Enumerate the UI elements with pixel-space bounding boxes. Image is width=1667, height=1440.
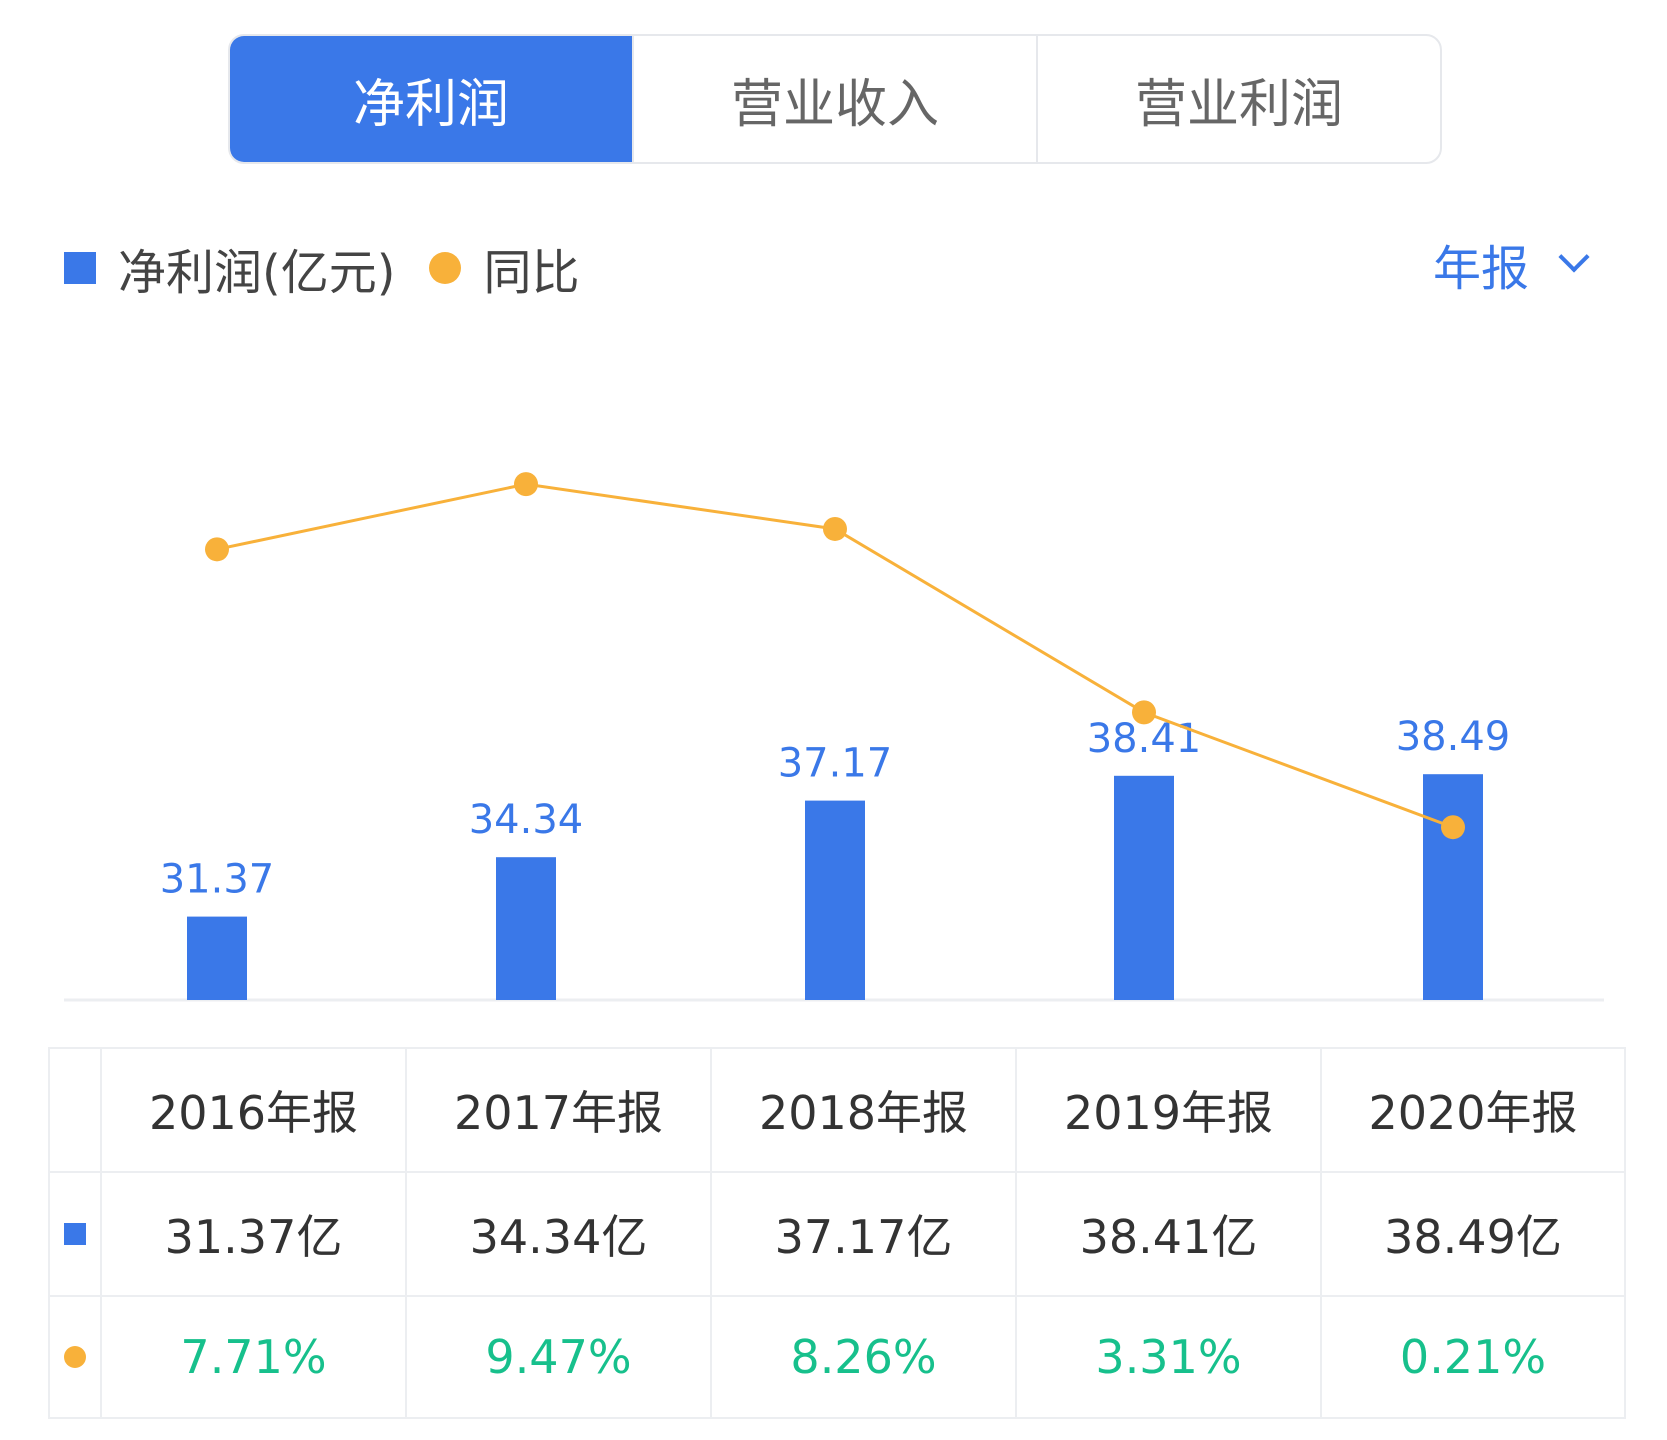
chevron-down-icon [1558,241,1590,273]
bar-value-label: 34.34 [469,797,584,843]
bar-value-label: 31.37 [160,857,275,903]
legend-label-net-profit: 净利润(亿元) [118,245,396,301]
tab-operating-revenue[interactable]: 营业收入 [634,36,1038,162]
legend-dot-icon [429,252,462,284]
bar [1114,775,1174,1000]
bar [187,916,247,1000]
table-header-cell: 2019年报 [1017,1049,1322,1173]
table-header-cell: 2018年报 [712,1049,1017,1173]
table-yoy-cell: 9.47% [407,1297,712,1417]
table-header-cell: 2020年报 [1322,1049,1624,1173]
table-yoy-cell: 3.31% [1017,1297,1322,1417]
legend-item-yoy: 同比 [395,233,579,303]
table-value-cell: 37.17亿 [712,1173,1017,1297]
legend-square-icon [64,252,96,284]
legend-item-net-profit: 净利润(亿元) [64,233,395,303]
bar [1423,774,1483,1000]
table-corner-cell [50,1049,102,1173]
yoy-point [205,537,229,562]
table-value-cell: 31.37亿 [102,1173,407,1297]
data-table: 2016年报 2017年报 2018年报 2019年报 2020年报 31.37… [48,1047,1626,1419]
yoy-point [1132,700,1156,725]
yoy-point [514,472,538,497]
table-value-cell: 34.34亿 [407,1173,712,1297]
square-marker-icon [64,1223,86,1245]
metric-tabs: 净利润 营业收入 营业利润 [228,34,1442,164]
bar [805,800,865,1000]
period-selector-label: 年报 [1432,241,1529,297]
table-value-cell: 38.41亿 [1017,1173,1322,1297]
bar-value-label: 38.49 [1396,714,1511,760]
tab-net-profit[interactable]: 净利润 [230,36,634,162]
tab-operating-profit[interactable]: 营业利润 [1134,74,1343,135]
table-yoy-cell: 7.71% [102,1297,407,1417]
yoy-point [823,516,847,541]
yoy-point [1441,815,1465,840]
table-value-cell: 38.49亿 [1322,1173,1624,1297]
table-row-marker-net-profit [50,1173,102,1297]
legend-label-yoy: 同比 [483,245,580,301]
bar-value-label: 37.17 [778,741,893,787]
table-row-marker-yoy [50,1297,102,1417]
dot-marker-icon [64,1346,86,1368]
table-header-cell: 2017年报 [407,1049,712,1173]
period-selector[interactable]: 年报 [1432,232,1590,297]
table-header-cell: 2016年报 [102,1049,407,1173]
table-yoy-cell: 0.21% [1399,1330,1547,1384]
chart-legend: 净利润(亿元) 同比 [64,233,579,303]
bar [496,857,556,1000]
table-yoy-cell: 8.26% [712,1297,1017,1417]
